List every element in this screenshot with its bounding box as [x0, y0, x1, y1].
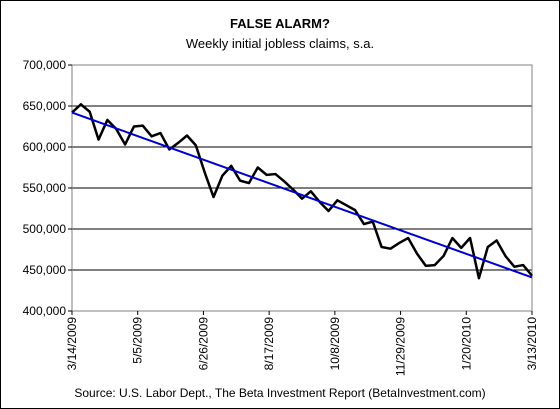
chart-subtitle: Weekly initial jobless claims, s.a. — [185, 36, 375, 51]
y-tick-label: 500,000 — [23, 222, 67, 236]
x-tick-label: 11/29/2009 — [394, 317, 408, 376]
x-tick-label: 3/13/2010 — [525, 317, 539, 371]
chart-source: Source: U.S. Labor Dept., The Beta Inves… — [74, 386, 486, 400]
y-tick-label: 700,000 — [23, 58, 67, 72]
y-tick-label: 550,000 — [23, 181, 67, 195]
y-tick-label: 650,000 — [23, 99, 67, 113]
x-tick-label: 5/5/2009 — [131, 317, 145, 364]
x-tick-label: 6/26/2009 — [196, 317, 210, 371]
y-tick-label: 450,000 — [23, 263, 67, 277]
chart-title: FALSE ALARM? — [230, 16, 330, 31]
trend-line — [71, 111, 533, 279]
x-tick-label: 8/17/2009 — [262, 317, 276, 371]
x-tick-label: 1/20/2010 — [459, 317, 473, 371]
y-tick-label: 600,000 — [23, 140, 67, 154]
y-tick-label: 400,000 — [23, 304, 67, 318]
x-tick-label: 10/8/2009 — [328, 317, 342, 371]
x-tick-label: 3/14/2009 — [65, 317, 79, 371]
